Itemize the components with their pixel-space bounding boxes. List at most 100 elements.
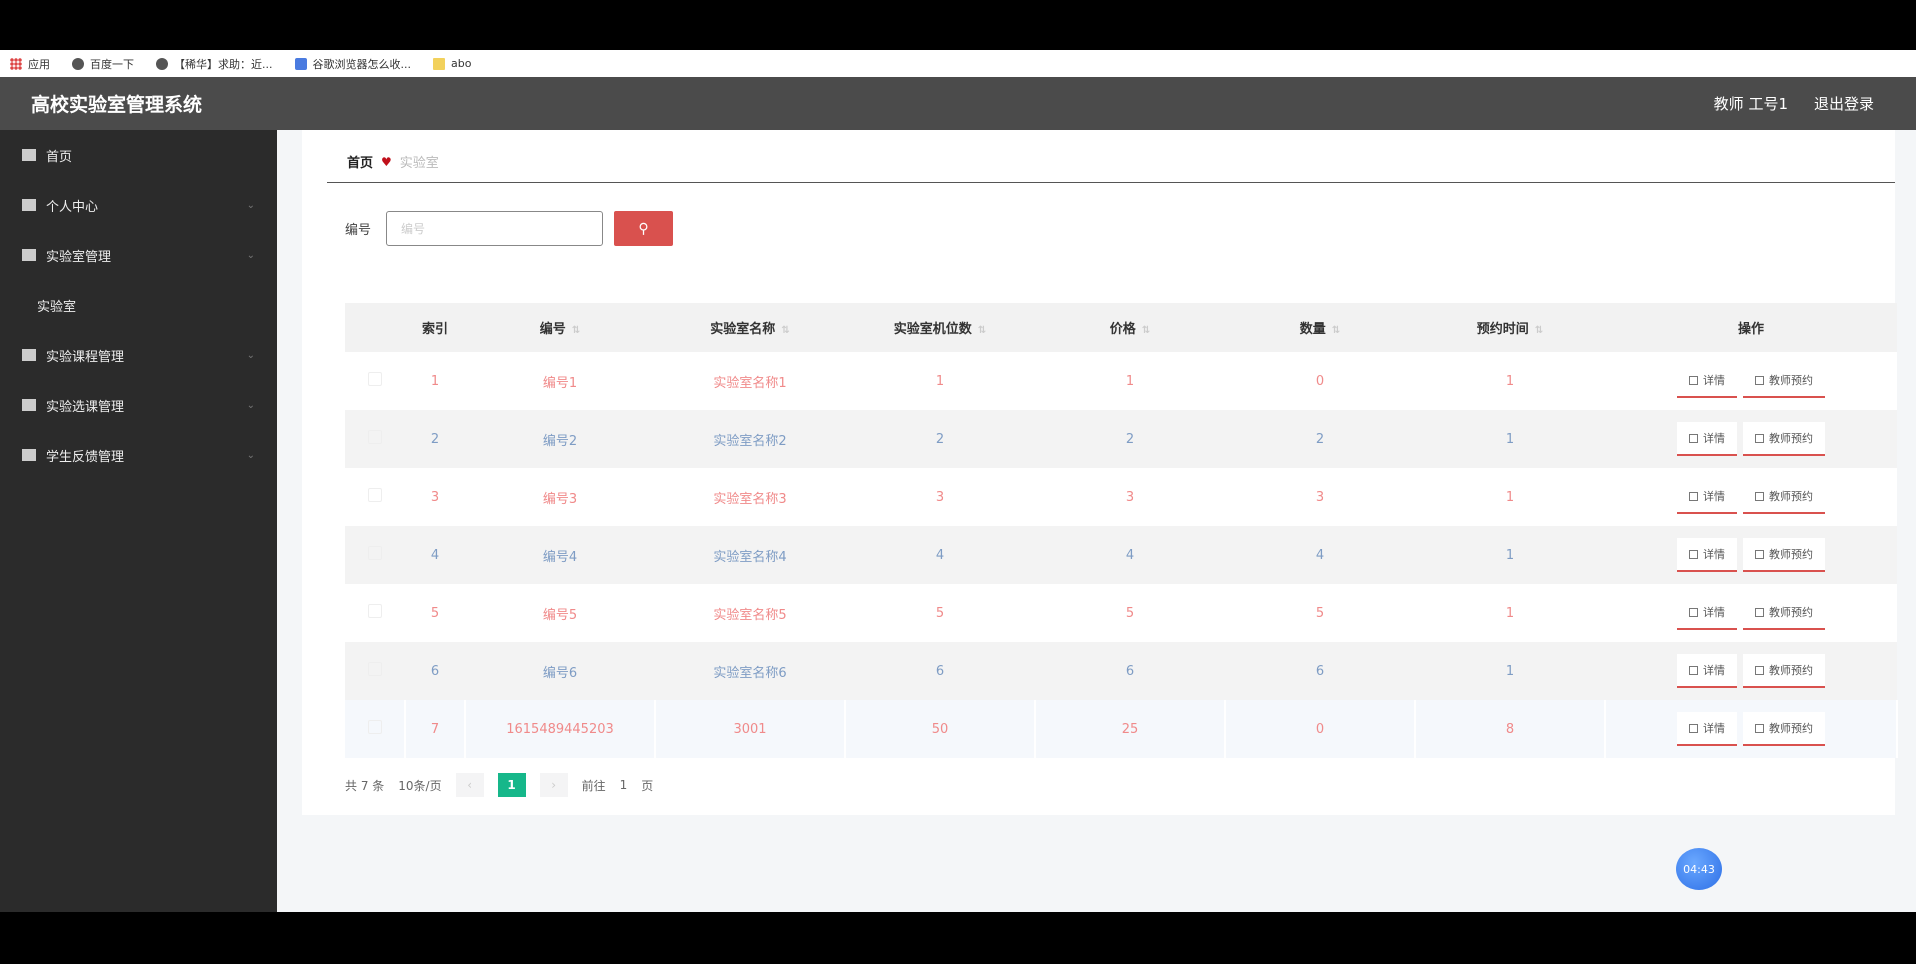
sidebar-item[interactable]: 实验室管理 ⌄ (0, 230, 277, 280)
table-cell: 实验室名称3 (655, 468, 845, 526)
reserve-button[interactable]: 教师预约 (1743, 654, 1825, 688)
sidebar-item[interactable]: 实验课程管理 ⌄ (0, 330, 277, 380)
table-cell: 实验室名称5 (655, 584, 845, 642)
document-icon (1755, 550, 1764, 559)
document-icon (1689, 724, 1698, 733)
table-cell: 5 (845, 584, 1035, 642)
sidebar-item[interactable]: 首页 (0, 130, 277, 180)
search-icon: ⚲ (638, 220, 649, 237)
search-input[interactable] (386, 211, 604, 246)
reserve-button[interactable]: 教师预约 (1743, 422, 1825, 456)
table-cell: 6 (405, 642, 465, 700)
sidebar-item-label: 个人中心 (46, 199, 99, 215)
detail-button[interactable]: 详情 (1677, 480, 1737, 514)
sidebar-item[interactable]: 实验室 (0, 280, 277, 330)
bookmark-label: 【稀华】求助：近... (174, 57, 273, 71)
screen-letterbox-top (0, 0, 1916, 50)
row-checkbox[interactable] (368, 430, 382, 444)
table-cell: 编号4 (465, 526, 655, 584)
reserve-button[interactable]: 教师预约 (1743, 480, 1825, 514)
table-cell: 2 (1225, 410, 1415, 468)
sidebar-item[interactable]: 实验选课管理 ⌄ (0, 380, 277, 430)
table-cell: 3001 (655, 700, 846, 758)
reserve-button[interactable]: 教师预约 (1743, 596, 1825, 630)
column-header[interactable]: 价格 ⇅ (1035, 303, 1225, 352)
table-cell: 3 (1035, 468, 1225, 526)
document-icon (1755, 434, 1764, 443)
detail-button[interactable]: 详情 (1677, 364, 1737, 398)
sort-icon[interactable]: ⇅ (1331, 325, 1341, 336)
column-header-label: 实验室名称 (710, 322, 776, 337)
detail-label: 详情 (1703, 664, 1725, 677)
table-cell: 实验室名称1 (655, 352, 845, 410)
detail-button[interactable]: 详情 (1677, 654, 1737, 688)
row-checkbox[interactable] (367, 720, 382, 734)
breadcrumb-current: 实验室 (399, 156, 439, 171)
sidebar-item[interactable]: 学生反馈管理 ⌄ (0, 430, 277, 480)
sort-icon[interactable]: ⇅ (571, 325, 581, 336)
table-cell: 5 (405, 584, 465, 642)
search-button[interactable]: ⚲ (614, 211, 674, 246)
document-icon (1755, 492, 1764, 501)
sort-icon[interactable]: ⇅ (977, 325, 987, 336)
reserve-button[interactable]: 教师预约 (1743, 538, 1825, 572)
actions-cell: 详情 教师预约 (1605, 352, 1897, 410)
row-checkbox[interactable] (368, 662, 382, 676)
column-header-label: 实验室机位数 (893, 322, 972, 337)
screen-letterbox-bottom (0, 912, 1916, 964)
column-header[interactable]: 编号 ⇅ (465, 303, 655, 352)
apps-grid-icon (10, 57, 22, 70)
sort-icon[interactable]: ⇅ (1534, 325, 1544, 336)
sidebar-item-label: 学生反馈管理 (46, 449, 125, 465)
detail-button[interactable]: 详情 (1677, 712, 1737, 746)
column-header[interactable]: 数量 ⇅ (1225, 303, 1415, 352)
column-header[interactable]: 实验室名称 ⇅ (655, 303, 845, 352)
column-header[interactable]: 实验室机位数 ⇅ (845, 303, 1035, 352)
document-icon (1689, 492, 1698, 501)
column-header-label: 数量 (1299, 322, 1326, 337)
bookmark-item[interactable]: abo (433, 57, 471, 70)
sort-icon[interactable]: ⇅ (781, 325, 790, 336)
bookmark-item[interactable]: 应用 (10, 56, 50, 72)
reserve-button[interactable]: 教师预约 (1743, 364, 1825, 398)
detail-button[interactable]: 详情 (1677, 596, 1737, 630)
page-size-select[interactable]: 10条/页 (398, 778, 442, 793)
table-cell: 编号6 (465, 642, 655, 700)
bookmark-item[interactable]: 【稀华】求助：近... (156, 56, 273, 72)
table-cell: 4 (405, 526, 465, 584)
page-1-button[interactable]: 1 (497, 773, 526, 797)
actions-cell: 详情 教师预约 (1605, 410, 1897, 468)
row-checkbox[interactable] (368, 488, 382, 502)
table-cell: 1 (1415, 352, 1605, 410)
sort-icon[interactable]: ⇅ (1141, 325, 1151, 336)
detail-button[interactable]: 详情 (1677, 538, 1737, 572)
table-cell: 4 (845, 526, 1035, 584)
reserve-button[interactable]: 教师预约 (1743, 712, 1825, 746)
goto-page-input[interactable]: 1 (619, 778, 628, 792)
timer-badge[interactable]: 04:43 (1676, 848, 1722, 890)
bookmark-label: 百度一下 (90, 57, 134, 71)
row-checkbox-cell (345, 642, 405, 700)
bookmark-item[interactable]: 谷歌浏览器怎么收... (294, 56, 411, 72)
next-page-button[interactable]: › (539, 773, 568, 797)
sidebar: 首页 个人中心 ⌄ 实验室管理 ⌄ 实验室 实验课程管理 ⌄ 实验选课管理 ⌄ 学生反馈管理 ⌄ (0, 130, 277, 912)
detail-button[interactable]: 详情 (1677, 422, 1737, 456)
logout-link[interactable]: 退出登录 (1813, 95, 1874, 113)
actions-cell: 详情 教师预约 (1605, 526, 1897, 584)
bookmark-item[interactable]: 百度一下 (72, 56, 134, 72)
row-checkbox[interactable] (368, 372, 382, 386)
user-icon (22, 199, 36, 211)
chevron-down-icon: ⌄ (246, 199, 255, 211)
prev-page-button[interactable]: ‹ (455, 773, 484, 797)
row-checkbox-cell (345, 700, 406, 758)
document-icon (1755, 724, 1764, 733)
breadcrumb-home[interactable]: 首页 (347, 156, 374, 171)
table-cell: 1615489445203 (465, 700, 656, 758)
table-cell: 4 (1225, 526, 1415, 584)
row-checkbox[interactable] (368, 546, 382, 560)
row-checkbox[interactable] (368, 604, 382, 618)
bookmarks-bar: 应用 百度一下 【稀华】求助：近... 谷歌浏览器怎么收... abo (0, 50, 1916, 77)
column-header[interactable]: 预约时间 ⇅ (1415, 303, 1605, 352)
table-cell: 0 (1225, 352, 1415, 410)
sidebar-item[interactable]: 个人中心 ⌄ (0, 180, 277, 230)
